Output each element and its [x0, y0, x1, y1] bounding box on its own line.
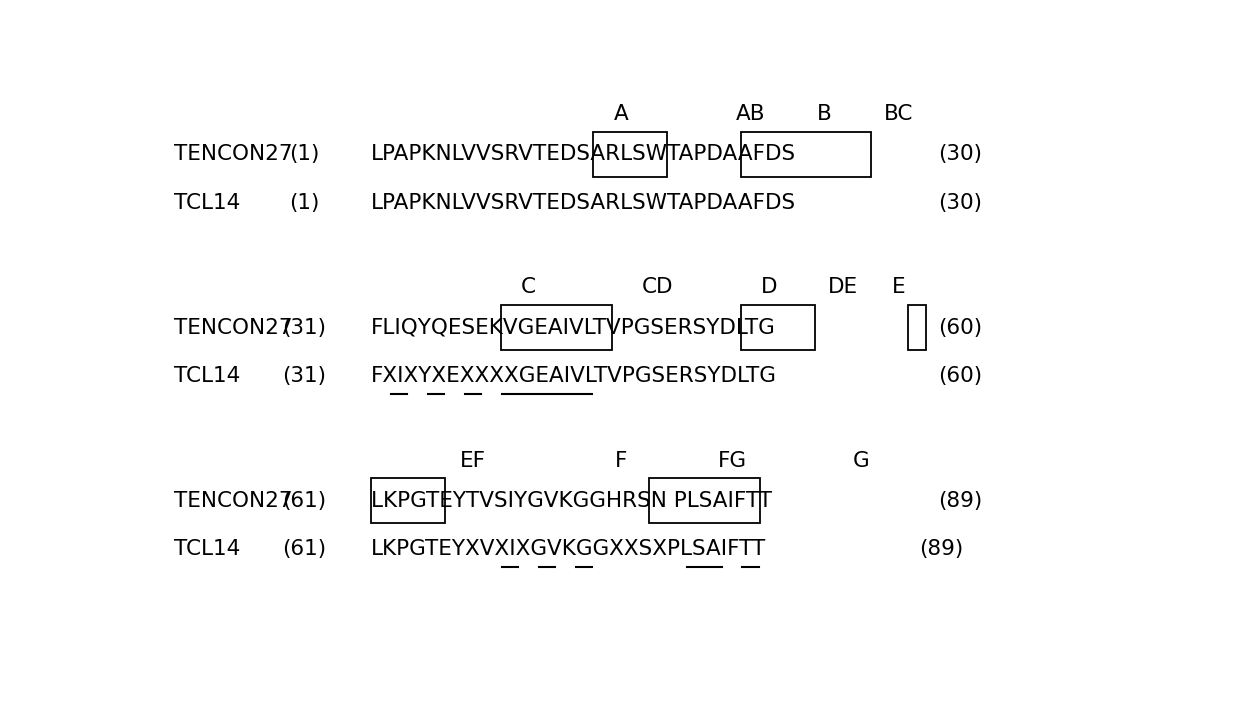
Text: (89): (89) — [919, 539, 963, 559]
Text: TENCON27: TENCON27 — [174, 144, 293, 164]
Text: (1): (1) — [289, 144, 319, 164]
Bar — [649, 478, 760, 523]
Bar — [742, 132, 870, 176]
Bar — [501, 306, 611, 350]
Text: BC: BC — [884, 104, 913, 124]
Text: (31): (31) — [281, 318, 326, 338]
Text: G: G — [853, 451, 869, 471]
Text: B: B — [817, 104, 832, 124]
Text: E: E — [892, 277, 905, 297]
Text: TCL14: TCL14 — [174, 539, 241, 559]
Text: TENCON27: TENCON27 — [174, 318, 293, 338]
Text: (61): (61) — [281, 491, 326, 511]
Text: (30): (30) — [937, 193, 982, 213]
Text: (60): (60) — [937, 318, 982, 338]
Text: (30): (30) — [937, 144, 982, 164]
Text: TCL14: TCL14 — [174, 366, 241, 386]
Text: (60): (60) — [937, 366, 982, 386]
Text: FLIQYQESEKVGEAIVLTVPGSERSYDLTG: FLIQYQESEKVGEAIVLTVPGSERSYDLTG — [371, 318, 776, 338]
Text: LPAPKNLVVSRVTEDSARLSWTAPDAAFDS: LPAPKNLVVSRVTEDSARLSWTAPDAAFDS — [371, 144, 796, 164]
Bar — [593, 132, 667, 176]
Text: (89): (89) — [937, 491, 982, 511]
Text: (31): (31) — [281, 366, 326, 386]
Text: CD: CD — [642, 277, 673, 297]
Bar — [742, 306, 815, 350]
Text: LKPGTEYXVXIXGVKGGXXSXPLSAIFTT: LKPGTEYXVXIXGVKGGXXSXPLSAIFTT — [371, 539, 766, 559]
Text: TENCON27: TENCON27 — [174, 491, 293, 511]
Text: A: A — [614, 104, 629, 124]
Text: EF: EF — [460, 451, 486, 471]
Text: AB: AB — [735, 104, 765, 124]
Text: TCL14: TCL14 — [174, 193, 241, 213]
Text: LKPGTEYTVSIYGVKGGHRSN PLSAIFTT: LKPGTEYTVSIYGVKGGHRSN PLSAIFTT — [371, 491, 773, 511]
Text: F: F — [615, 451, 627, 471]
Text: FG: FG — [718, 451, 746, 471]
Bar — [908, 306, 926, 350]
Text: DE: DE — [828, 277, 858, 297]
Bar — [371, 478, 445, 523]
Text: D: D — [760, 277, 777, 297]
Text: (61): (61) — [281, 539, 326, 559]
Text: LPAPKNLVVSRVTEDSARLSWTAPDAAFDS: LPAPKNLVVSRVTEDSARLSWTAPDAAFDS — [371, 193, 796, 213]
Text: (1): (1) — [289, 193, 319, 213]
Text: C: C — [521, 277, 536, 297]
Text: FXIXYXEXXXXGEAIVLTVPGSERSYDLTG: FXIXYXEXXXXGEAIVLTVPGSERSYDLTG — [371, 366, 777, 386]
